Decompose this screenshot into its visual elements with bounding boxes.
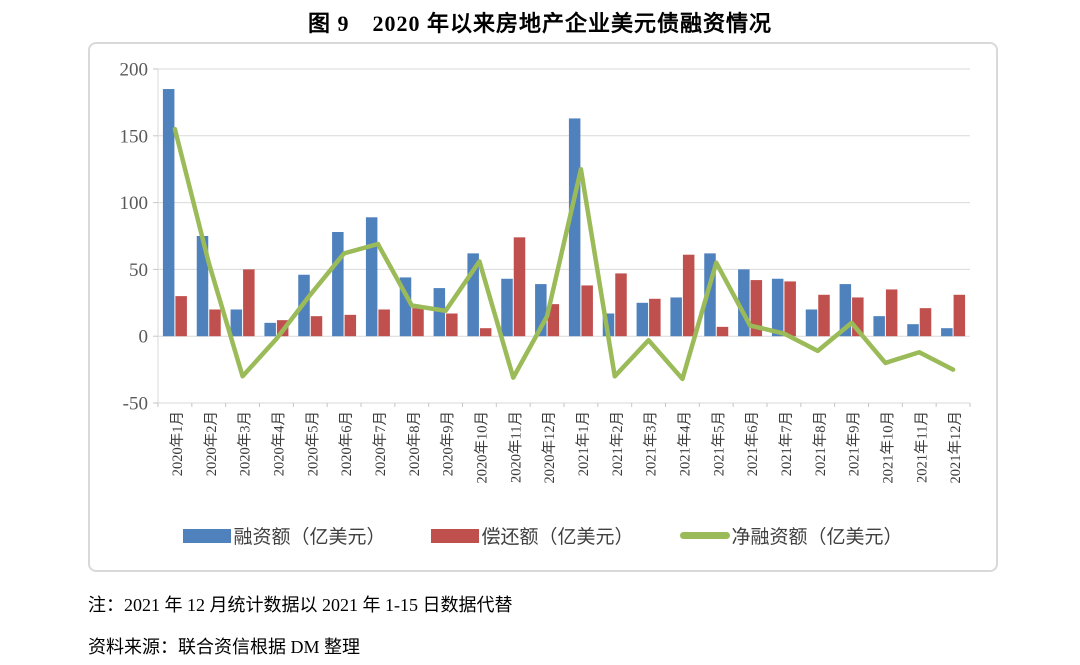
bar-repayment-2020年5月 bbox=[310, 316, 323, 337]
x-axis-label: 2021年8月 bbox=[812, 411, 829, 476]
net-financing-swatch bbox=[679, 532, 730, 539]
x-axis-label: 2020年11月 bbox=[507, 411, 524, 483]
bar-financing-2020年3月 bbox=[230, 309, 243, 337]
bar-repayment-2021年2月 bbox=[615, 273, 627, 337]
repayment-bars bbox=[175, 237, 966, 337]
x-axis-label: 2020年9月 bbox=[440, 411, 457, 476]
bar-financing-2021年3月 bbox=[636, 302, 649, 337]
bar-financing-2021年12月 bbox=[941, 328, 953, 337]
bar-financing-2021年6月 bbox=[738, 269, 750, 337]
x-axis-label: 2020年6月 bbox=[338, 411, 355, 476]
bar-financing-2021年8月 bbox=[805, 309, 818, 337]
figure-title: 图 9 2020 年以来房地产企业美元债融资情况 bbox=[307, 11, 772, 36]
x-axis-label: 2020年7月 bbox=[372, 411, 389, 476]
bar-financing-2020年9月 bbox=[433, 288, 446, 337]
financing-swatch bbox=[183, 528, 232, 543]
financing-bars bbox=[162, 89, 953, 337]
x-axis-label: 2021年3月 bbox=[643, 411, 660, 476]
y-axis-label: 150 bbox=[120, 126, 149, 147]
x-axis-label: 2020年3月 bbox=[237, 411, 254, 476]
legend-item-financing: 融资额（亿美元） bbox=[183, 522, 385, 549]
bar-repayment-2020年8月 bbox=[412, 308, 424, 337]
bar-financing-2020年1月 bbox=[162, 89, 175, 337]
y-axis-label: 200 bbox=[120, 60, 149, 81]
bar-financing-2021年1月 bbox=[568, 118, 581, 337]
y-axis-label: 50 bbox=[129, 260, 148, 281]
bar-financing-2020年2月 bbox=[196, 236, 209, 337]
bar-financing-2020年11月 bbox=[501, 278, 513, 337]
bar-financing-2020年7月 bbox=[365, 217, 378, 337]
x-axis-ticks bbox=[157, 403, 971, 407]
bar-financing-2020年12月 bbox=[535, 284, 547, 337]
bar-repayment-2021年1月 bbox=[581, 285, 593, 337]
bar-repayment-2020年6月 bbox=[344, 314, 357, 337]
x-axis-label: 2021年5月 bbox=[710, 411, 727, 476]
source-note: 资料来源：联合资信根据 DM 整理 bbox=[88, 637, 361, 657]
x-axis-labels: 2020年1月 2020年2月 2020年3月 2020年4月 2020年5月 2020年… bbox=[169, 411, 964, 484]
bar-repayment-2021年12月 bbox=[953, 294, 966, 337]
repayment-swatch bbox=[431, 528, 480, 543]
y-axis-label: -50 bbox=[123, 394, 148, 415]
bar-financing-2021年7月 bbox=[771, 278, 784, 337]
legend-label-financing: 融资额（亿美元） bbox=[233, 527, 386, 548]
bar-financing-2020年6月 bbox=[332, 231, 344, 337]
legend-item-net-financing: 净融资额（亿美元） bbox=[679, 522, 903, 549]
bar-repayment-2020年12月 bbox=[547, 304, 560, 337]
legend-label-net-financing: 净融资额（亿美元） bbox=[731, 527, 903, 548]
bar-repayment-2020年3月 bbox=[243, 269, 255, 337]
net-financing-line bbox=[172, 126, 956, 382]
y-axis-label: 100 bbox=[120, 193, 149, 214]
bar-repayment-2021年7月 bbox=[784, 281, 796, 337]
x-axis-label: 2020年2月 bbox=[203, 411, 220, 476]
bar-repayment-2021年4月 bbox=[682, 254, 695, 337]
x-axis-label: 2021年10月 bbox=[879, 411, 896, 484]
x-axis-label: 2021年12月 bbox=[947, 411, 964, 484]
bar-financing-2021年11月 bbox=[907, 324, 919, 337]
bar-repayment-2021年11月 bbox=[919, 308, 932, 337]
chart-legend: 融资额（亿美元） 偿还额（亿美元） 净融资额（亿美元） bbox=[90, 522, 996, 549]
x-axis-label: 2020年12月 bbox=[541, 411, 558, 484]
x-axis-label: 2020年8月 bbox=[406, 411, 423, 476]
bar-repayment-2020年2月 bbox=[209, 309, 221, 337]
bar-repayment-2020年1月 bbox=[175, 296, 187, 337]
x-axis-label: 2021年7月 bbox=[778, 411, 795, 476]
chart-frame: 200 150 100 50 0 -50 2020年1月 2020年2月 2020年3月 2020… bbox=[88, 42, 998, 572]
x-axis-label: 2020年10月 bbox=[473, 411, 490, 484]
x-axis-label: 2020年1月 bbox=[169, 411, 186, 476]
y-axis-label: 0 bbox=[139, 327, 149, 348]
bar-financing-2021年4月 bbox=[670, 297, 682, 337]
bar-repayment-2020年10月 bbox=[479, 328, 492, 337]
legend-label-repayment: 偿还额（亿美元） bbox=[481, 527, 634, 548]
bar-repayment-2020年7月 bbox=[378, 309, 390, 337]
y-axis-labels: 200 150 100 50 0 -50 bbox=[120, 60, 158, 415]
bar-financing-2020年10月 bbox=[467, 253, 479, 337]
x-axis-label: 2021年6月 bbox=[744, 411, 761, 476]
footnote: 注：2021 年 12 月统计数据以 2021 年 1-15 日数据代替 bbox=[88, 595, 513, 615]
bar-repayment-2021年5月 bbox=[716, 326, 729, 337]
bar-financing-2020年4月 bbox=[264, 322, 276, 337]
bar-repayment-2021年3月 bbox=[649, 298, 661, 337]
bar-repayment-2020年11月 bbox=[513, 237, 526, 337]
bar-financing-2021年9月 bbox=[839, 284, 852, 337]
x-axis-label: 2021年9月 bbox=[846, 411, 863, 476]
bar-repayment-2021年8月 bbox=[818, 294, 830, 337]
bar-repayment-2021年10月 bbox=[885, 289, 898, 337]
bar-repayment-2021年9月 bbox=[852, 297, 864, 337]
bar-financing-2021年10月 bbox=[873, 316, 885, 337]
x-axis-label: 2020年5月 bbox=[304, 411, 321, 476]
bar-financing-2021年5月 bbox=[704, 253, 716, 337]
bar-financing-2020年8月 bbox=[399, 277, 412, 337]
x-axis-label: 2021年11月 bbox=[913, 411, 930, 483]
x-axis-label: 2021年4月 bbox=[676, 411, 693, 476]
x-axis-label: 2021年2月 bbox=[609, 411, 626, 476]
x-axis-label: 2021年1月 bbox=[575, 411, 592, 476]
bar-repayment-2021年6月 bbox=[750, 280, 763, 337]
bar-repayment-2020年9月 bbox=[446, 313, 458, 337]
legend-item-repayment: 偿还额（亿美元） bbox=[431, 522, 634, 549]
x-axis-label: 2020年4月 bbox=[270, 411, 287, 476]
